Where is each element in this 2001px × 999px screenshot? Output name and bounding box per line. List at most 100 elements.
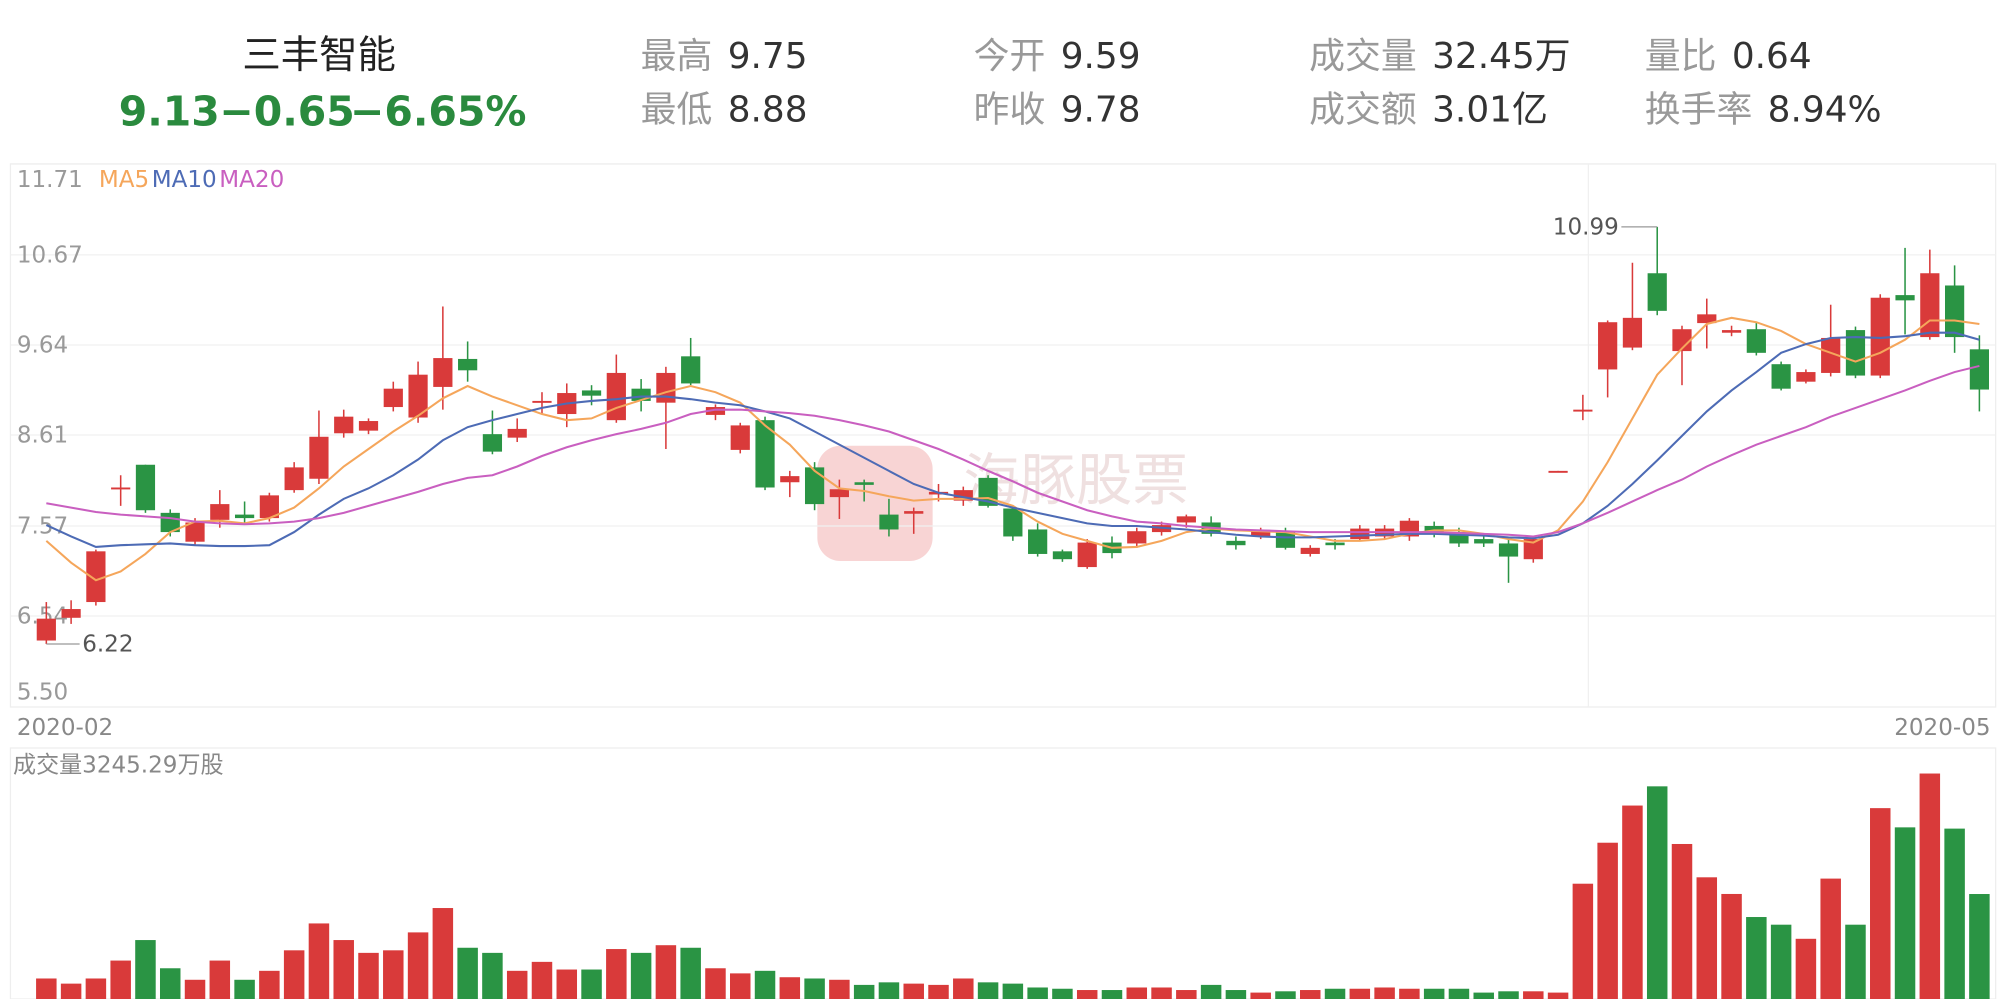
stock-name: 三丰智能 [242, 33, 396, 78]
ma-line [45, 331, 1980, 548]
stat-value: 9.75 [728, 36, 808, 77]
volume-bar [928, 984, 949, 999]
candle-body [829, 489, 849, 498]
volume-bar [159, 968, 181, 999]
volume-bar [407, 932, 429, 999]
candle-body [953, 490, 973, 501]
candle-body [1251, 531, 1271, 537]
candle-body [755, 420, 775, 488]
y-tick-label: 9.64 [17, 333, 68, 359]
volume-bar [680, 947, 701, 999]
x-label-start: 2020-02 [17, 715, 113, 741]
change: −0.65 [219, 88, 354, 136]
volume-bar [1423, 988, 1445, 999]
candle-body [1275, 531, 1296, 548]
volume-bar [655, 945, 677, 999]
volume-bar [1275, 991, 1296, 999]
volume-bar [1820, 878, 1841, 999]
candle-body [730, 425, 750, 450]
volume-bar [283, 950, 305, 999]
stat-value: 32.45万 [1432, 36, 1571, 77]
candle-body [210, 504, 230, 520]
volume-bar [1845, 924, 1866, 999]
volume-bar [606, 949, 627, 999]
volume-bar [1770, 924, 1792, 999]
candle-body [1474, 539, 1494, 544]
volume-bar [556, 969, 578, 999]
volume-bar [878, 982, 900, 999]
candle-body [1746, 329, 1766, 353]
candle-body [1969, 349, 1989, 390]
volume-bar [85, 978, 107, 999]
stat-value: 9.78 [1061, 90, 1141, 131]
candle-body [879, 514, 899, 530]
volume-bar [903, 983, 924, 999]
candle-body [1647, 273, 1667, 311]
candle-body [36, 618, 56, 641]
volume-bar [308, 923, 330, 999]
volume-bar [482, 952, 503, 999]
volume-bar [1721, 893, 1742, 999]
y-tick-label: 7.57 [17, 514, 68, 540]
candle-body [705, 407, 726, 415]
volume-bar [531, 961, 553, 999]
candle-body [532, 400, 552, 403]
volume-bar [209, 960, 231, 999]
candle-body [904, 511, 924, 514]
candle-body [482, 434, 503, 452]
candle-body [1176, 516, 1196, 523]
candle-body [1697, 314, 1717, 324]
volume-bar [1374, 987, 1395, 999]
stat-label: 量比 [1645, 36, 1717, 77]
candle-body [111, 487, 131, 490]
volume-bar [853, 984, 875, 999]
candle-body [507, 428, 527, 438]
volume-bar [1696, 877, 1718, 999]
volume-bar [1225, 990, 1247, 999]
candle-body [433, 358, 453, 387]
volume-bar [184, 979, 206, 999]
ma-line [46, 364, 1980, 538]
volume-bar [977, 982, 999, 999]
candle-body [1845, 330, 1866, 376]
ma-line [45, 316, 1980, 582]
stat-label: 昨收 [974, 90, 1046, 131]
candle-body [1052, 551, 1073, 560]
volume-bar [1076, 990, 1098, 999]
candle-body [185, 522, 205, 542]
volume-bar [1448, 988, 1470, 999]
volume-bar [60, 983, 82, 999]
volume-bar [730, 973, 751, 999]
legend-entry: MA5 [99, 167, 149, 193]
volume-bar [1002, 983, 1024, 999]
stat-value: 8.88 [728, 90, 808, 131]
candle-body [1003, 508, 1023, 537]
candle-body [1573, 409, 1593, 412]
watermark-logo [817, 445, 933, 561]
candle-body [334, 416, 354, 434]
volume-bar [829, 979, 850, 999]
candle-body [259, 495, 279, 519]
candle-body [1598, 322, 1618, 370]
y-tick-label: 10.67 [17, 243, 83, 269]
candle-body [309, 436, 329, 479]
volume-bar [1746, 917, 1767, 999]
candle-body [1325, 542, 1345, 546]
high-label: 10.99 [1553, 215, 1619, 241]
volume-bar [1349, 988, 1371, 999]
candle-body [383, 388, 403, 408]
candle-body [581, 390, 602, 396]
volume-bar [1399, 988, 1420, 999]
volume-bar [754, 970, 776, 999]
volume-bar [259, 970, 280, 999]
stat-label: 换手率 [1645, 90, 1753, 131]
volume-bar [1250, 992, 1271, 999]
candle-body [284, 467, 304, 491]
volume-bar [1969, 894, 1990, 999]
y-tick-label: 11.71 [17, 167, 83, 193]
candle-body [358, 421, 379, 431]
volume-bar [1870, 808, 1891, 999]
x-label-end: 2020-05 [1894, 715, 1990, 741]
volume-bar [1597, 842, 1618, 999]
